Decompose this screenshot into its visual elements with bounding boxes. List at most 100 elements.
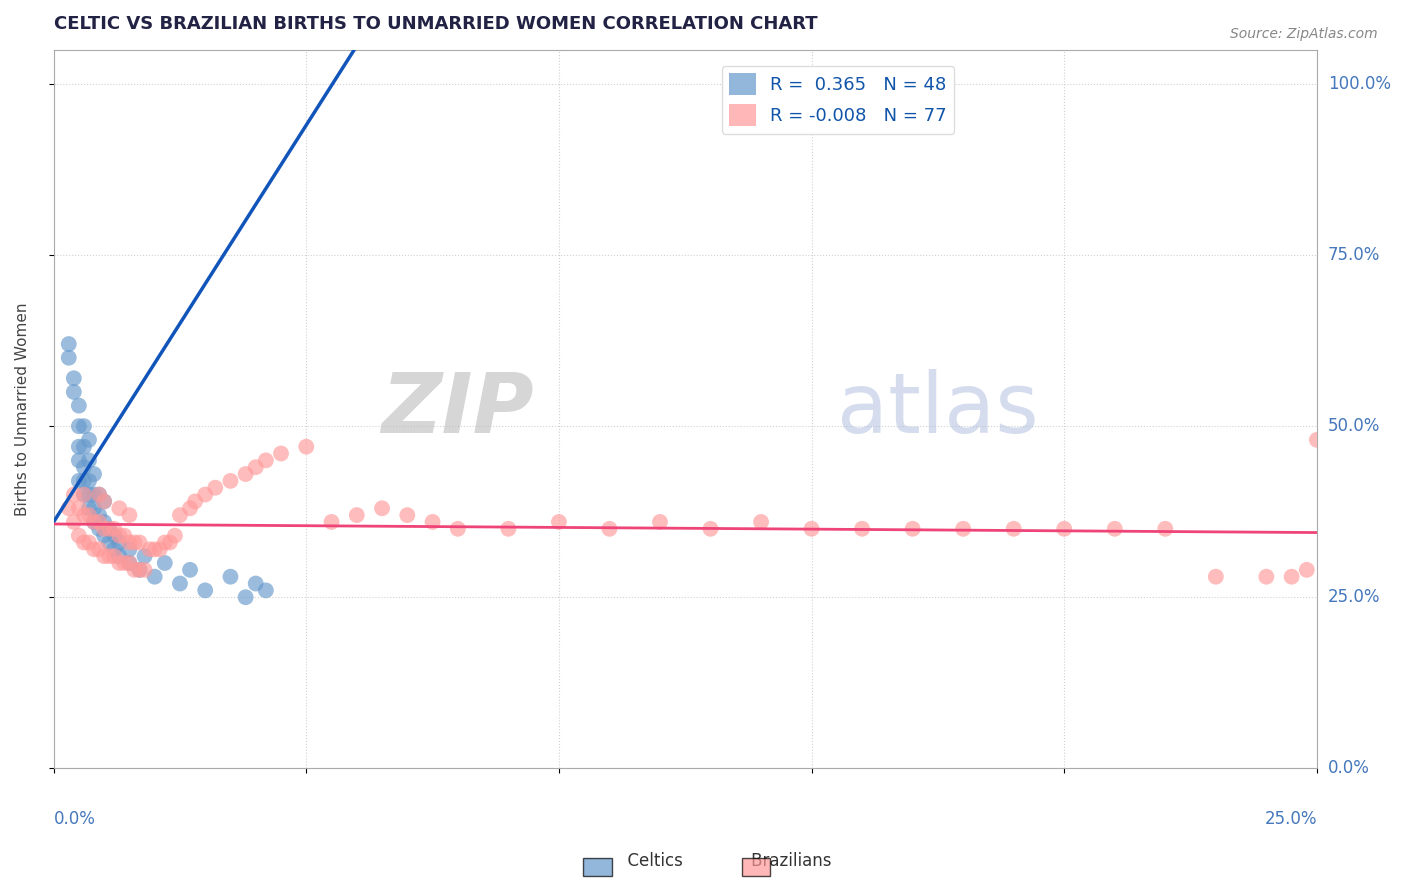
Point	[118, 556, 141, 570]
Point	[77, 487, 100, 501]
Legend: R =  0.365   N = 48, R = -0.008   N = 77: R = 0.365 N = 48, R = -0.008 N = 77	[721, 66, 955, 134]
Point	[73, 508, 96, 522]
Point	[295, 440, 318, 454]
Point	[98, 522, 121, 536]
Point	[77, 433, 100, 447]
Point	[73, 460, 96, 475]
Text: 75.0%: 75.0%	[1329, 246, 1381, 264]
Point	[270, 446, 292, 460]
Point	[77, 453, 100, 467]
Point	[128, 563, 150, 577]
Point	[93, 494, 115, 508]
Point	[67, 501, 90, 516]
Point	[163, 528, 186, 542]
Point	[73, 535, 96, 549]
Point	[83, 487, 105, 501]
Point	[118, 542, 141, 557]
Point	[87, 487, 110, 501]
Point	[184, 494, 207, 508]
Point	[169, 508, 191, 522]
Point	[1154, 522, 1177, 536]
Point	[103, 542, 125, 557]
Point	[58, 501, 80, 516]
Point	[67, 440, 90, 454]
Point	[371, 501, 394, 516]
Point	[134, 549, 156, 564]
Text: 25.0%: 25.0%	[1264, 810, 1317, 828]
Point	[134, 563, 156, 577]
Point	[194, 487, 217, 501]
Point	[77, 535, 100, 549]
Point	[447, 522, 470, 536]
Point	[83, 467, 105, 481]
Point	[108, 549, 131, 564]
Point	[153, 556, 176, 570]
Y-axis label: Births to Unmarried Women: Births to Unmarried Women	[15, 302, 30, 516]
Point	[73, 487, 96, 501]
Point	[108, 535, 131, 549]
Point	[63, 515, 86, 529]
Point	[67, 399, 90, 413]
Point	[179, 501, 201, 516]
Point	[194, 583, 217, 598]
Point	[128, 535, 150, 549]
Point	[648, 515, 671, 529]
Point	[219, 570, 242, 584]
Text: 0.0%: 0.0%	[1329, 759, 1369, 777]
Point	[143, 570, 166, 584]
Point	[112, 528, 135, 542]
Point	[87, 522, 110, 536]
Point	[1002, 522, 1025, 536]
Text: ZIP: ZIP	[381, 368, 534, 450]
Point	[77, 508, 100, 522]
Point	[159, 535, 181, 549]
Point	[63, 487, 86, 501]
Point	[800, 522, 823, 536]
Point	[87, 542, 110, 557]
Point	[245, 576, 267, 591]
Text: 0.0%: 0.0%	[53, 810, 96, 828]
Point	[103, 528, 125, 542]
Point	[204, 481, 226, 495]
Point	[124, 535, 146, 549]
Point	[98, 535, 121, 549]
Point	[93, 515, 115, 529]
Point	[108, 556, 131, 570]
Point	[169, 576, 191, 591]
Point	[67, 453, 90, 467]
Point	[112, 556, 135, 570]
Point	[598, 522, 620, 536]
Point	[1205, 570, 1227, 584]
Point	[235, 467, 257, 481]
Point	[1256, 570, 1278, 584]
Point	[1295, 563, 1317, 577]
Point	[179, 563, 201, 577]
Point	[108, 501, 131, 516]
Point	[254, 583, 277, 598]
Point	[749, 515, 772, 529]
Point	[548, 515, 571, 529]
Point	[73, 440, 96, 454]
Point	[83, 515, 105, 529]
Point	[103, 549, 125, 564]
Point	[245, 460, 267, 475]
Point	[153, 535, 176, 549]
Point	[254, 453, 277, 467]
Point	[58, 351, 80, 365]
Point	[67, 528, 90, 542]
Point	[498, 522, 520, 536]
Point	[93, 528, 115, 542]
Text: atlas: atlas	[837, 368, 1039, 450]
Point	[128, 563, 150, 577]
Point	[83, 501, 105, 516]
Point	[118, 508, 141, 522]
Point	[98, 549, 121, 564]
Point	[73, 474, 96, 488]
Point	[83, 542, 105, 557]
Point	[93, 549, 115, 564]
Point	[952, 522, 974, 536]
Text: 100.0%: 100.0%	[1329, 75, 1391, 93]
Point	[1281, 570, 1303, 584]
Point	[63, 371, 86, 385]
Point	[1104, 522, 1126, 536]
